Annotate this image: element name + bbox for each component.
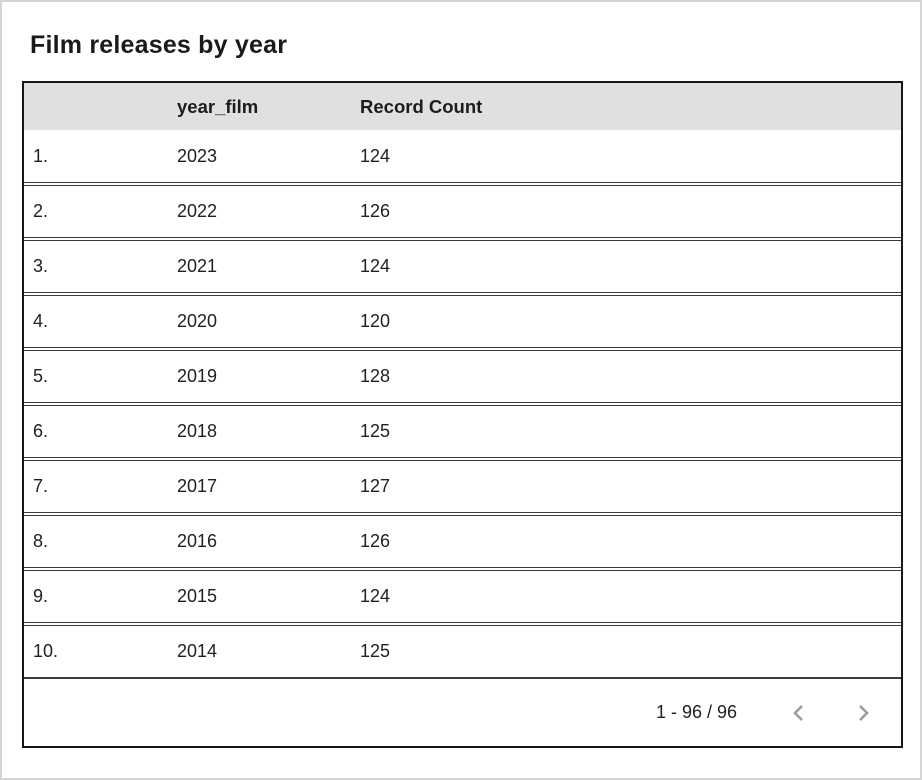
row-index-cell: 6. [33,421,49,441]
chevron-right-icon [850,700,876,726]
table-row: 2. 2022 126 [24,185,901,238]
table-row: 8. 2016 126 [24,515,901,568]
table-row: 10. 2014 125 [24,625,901,678]
year-film-cell: 2014 [177,641,218,661]
row-index-cell: 3. [33,256,49,276]
record-count-cell: 124 [360,256,391,276]
row-index-cell: 2. [33,201,49,221]
header-record-count[interactable]: Record Count [360,95,483,117]
record-count-cell: 124 [360,586,391,606]
record-count-cell: 128 [360,366,391,386]
record-count-cell: 120 [360,311,391,331]
record-count-cell: 125 [360,421,391,441]
record-count-cell: 124 [360,145,391,166]
year-film-cell: 2021 [177,256,218,276]
pagination-next-button[interactable] [847,697,879,729]
row-index-cell: 8. [33,531,49,551]
record-count-cell: 126 [360,531,391,551]
year-film-cell: 2016 [177,531,218,551]
row-index-cell: 7. [33,476,49,496]
year-film-cell: 2022 [177,201,218,221]
year-film-cell: 2019 [177,366,218,386]
table-footer: 1 - 96 / 96 [24,678,901,746]
table-row: 7. 2017 127 [24,460,901,513]
row-index-cell: 9. [33,586,49,606]
record-count-cell: 127 [360,476,391,496]
table-row: 3. 2021 124 [24,240,901,293]
year-film-cell: 2017 [177,476,218,496]
pagination-range-label: 1 - 96 / 96 [655,702,737,722]
record-count-cell: 126 [360,201,391,221]
table-body: 1. 2023 124 2. 2022 126 3. 2021 124 4. 2020 120 5. 20… [24,130,901,678]
row-index-cell: 1. [33,145,49,166]
header-year-film[interactable]: year_film [177,95,259,117]
row-index-cell: 5. [33,366,49,386]
record-count-cell: 125 [360,641,391,661]
year-film-cell: 2015 [177,586,218,606]
table-row: 1. 2023 124 [24,130,901,183]
year-film-cell: 2020 [177,311,218,331]
table-row: 5. 2019 128 [24,350,901,403]
pagination-prev-button[interactable] [783,697,815,729]
row-index-cell: 10. [33,641,59,661]
year-film-cell: 2023 [177,145,218,166]
row-index-cell: 4. [33,311,49,331]
year-film-cell: 2018 [177,421,218,441]
table-header-row: year_film Record Count [24,83,901,130]
table-chart: year_film Record Count 1. 2023 124 2. 2022 12… [22,81,903,748]
chart-title: Film releases by year [30,31,288,59]
table-row: 4. 2020 120 [24,295,901,348]
table-row: 9. 2015 124 [24,570,901,623]
chevron-left-icon [786,700,812,726]
table-row: 6. 2018 125 [24,405,901,458]
